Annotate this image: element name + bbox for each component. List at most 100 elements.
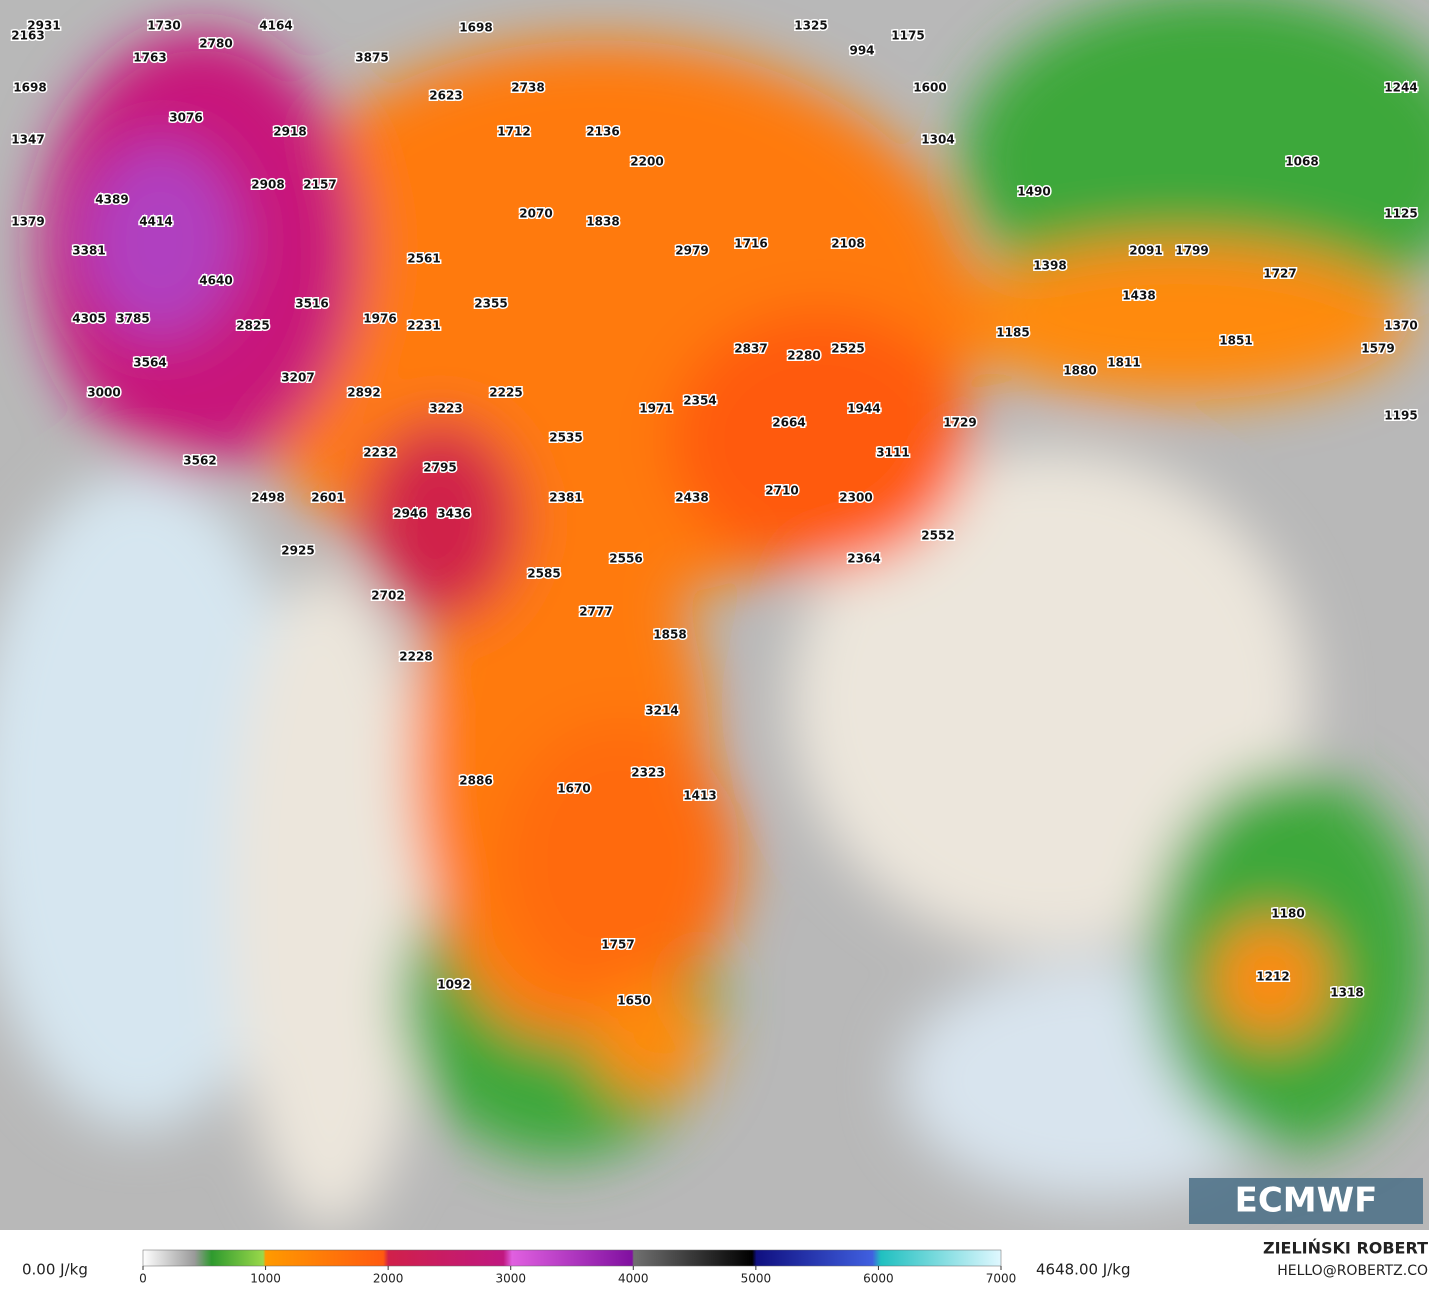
value-label: 3223 <box>429 402 462 416</box>
value-label: 1304 <box>921 133 954 147</box>
value-label: 1712 <box>497 125 530 139</box>
value-label: 1347 <box>11 133 44 147</box>
value-label: 3000 <box>87 386 120 400</box>
value-label: 2664 <box>772 416 805 430</box>
value-label: 1579 <box>1361 342 1394 356</box>
value-label: 2837 <box>734 342 767 356</box>
colorbar-tick-label: 7000 <box>986 1272 1017 1286</box>
colorbar-tick-label: 3000 <box>495 1272 526 1286</box>
value-label: 4640 <box>199 274 232 288</box>
value-label: 2535 <box>549 431 582 445</box>
value-label: 2561 <box>407 252 440 266</box>
value-label: 2231 <box>407 319 440 333</box>
value-label: 2498 <box>251 491 284 505</box>
value-label: 1976 <box>363 312 396 326</box>
value-label: 1698 <box>13 81 46 95</box>
colorbar-tick-label: 1000 <box>250 1272 281 1286</box>
value-label: 1244 <box>1384 81 1417 95</box>
value-label: 1185 <box>996 326 1029 340</box>
value-label: 2979 <box>675 244 708 258</box>
value-label: 1811 <box>1107 356 1140 370</box>
value-label: 2886 <box>459 774 492 788</box>
credit-name: ZIELIŃSKI ROBERT <box>1263 1239 1428 1258</box>
value-label: 1413 <box>683 789 716 803</box>
value-label: 2780 <box>199 37 232 51</box>
colorbar-tick-label: 4000 <box>618 1272 649 1286</box>
map <box>0 0 1429 1230</box>
value-label: 2108 <box>831 237 864 251</box>
value-label: 3564 <box>133 356 166 370</box>
value-label: 3875 <box>355 51 388 65</box>
value-label: 2892 <box>347 386 380 400</box>
colorbar-tick-label: 6000 <box>863 1272 894 1286</box>
colorbar <box>142 1249 1002 1267</box>
value-label: 2200 <box>630 155 663 169</box>
value-label: 2601 <box>311 491 344 505</box>
value-label: 1325 <box>794 19 827 33</box>
value-label: 1851 <box>1219 334 1252 348</box>
value-label: 1880 <box>1063 364 1096 378</box>
value-label: 2795 <box>423 461 456 475</box>
value-label: 1944 <box>847 402 880 416</box>
value-label: 2925 <box>281 544 314 558</box>
value-label: 2354 <box>683 394 716 408</box>
value-label: 2777 <box>579 605 612 619</box>
value-label: 3436 <box>437 507 470 521</box>
value-label: 1650 <box>617 994 650 1008</box>
value-label: 2136 <box>586 125 619 139</box>
value-label: 2438 <box>675 491 708 505</box>
value-label: 2525 <box>831 342 864 356</box>
value-label: 4389 <box>95 193 128 207</box>
value-label: 1318 <box>1330 986 1363 1000</box>
value-label: 1670 <box>557 782 590 796</box>
value-label: 2908 <box>251 178 284 192</box>
value-label: 1763 <box>133 51 166 65</box>
value-label: 1971 <box>639 402 672 416</box>
value-label: 2355 <box>474 297 507 311</box>
colorbar-tick-label: 0 <box>139 1272 147 1286</box>
value-label: 1398 <box>1033 259 1066 273</box>
value-label: 1727 <box>1263 267 1296 281</box>
legend-min: 0.00 J/kg <box>22 1261 88 1279</box>
value-label: 2585 <box>527 567 560 581</box>
value-label: 1757 <box>601 938 634 952</box>
value-label: 1490 <box>1017 185 1050 199</box>
value-label: 3111 <box>876 446 909 460</box>
value-label: 994 <box>849 44 874 58</box>
value-label: 3207 <box>281 371 314 385</box>
value-label: 2702 <box>371 589 404 603</box>
value-label: 1729 <box>943 416 976 430</box>
value-label: 4414 <box>139 215 172 229</box>
value-label: 1698 <box>459 21 492 35</box>
value-label: 1125 <box>1384 207 1417 221</box>
colorbar-ticks: 0 1000 2000 3000 4000 5000 6000 7000 <box>139 1266 1016 1286</box>
value-label: 2364 <box>847 552 880 566</box>
value-label: 3076 <box>169 111 202 125</box>
value-label: 2918 <box>273 125 306 139</box>
legend-max: 4648.00 J/kg <box>1036 1261 1130 1279</box>
colorbar-tick-label: 5000 <box>741 1272 772 1286</box>
value-label: 2163 <box>11 29 44 43</box>
value-label: 2225 <box>489 386 522 400</box>
value-label: 1858 <box>653 628 686 642</box>
value-label: 3381 <box>72 244 105 258</box>
value-label: 2091 <box>1129 244 1162 258</box>
value-label: 1838 <box>586 215 619 229</box>
value-label: 2157 <box>303 178 336 192</box>
value-label: 2280 <box>787 349 820 363</box>
value-label: 2552 <box>921 529 954 543</box>
value-label: 2946 <box>393 507 426 521</box>
value-label: 1180 <box>1271 907 1304 921</box>
value-label: 1092 <box>437 978 470 992</box>
value-label: 2232 <box>363 446 396 460</box>
credit-email: HELLO@ROBERTZ.CO <box>1277 1263 1428 1279</box>
value-label: 1716 <box>734 237 767 251</box>
value-label: 1212 <box>1256 970 1289 984</box>
value-label: 3785 <box>116 312 149 326</box>
value-label: 2556 <box>609 552 642 566</box>
logo: ECMWF <box>1235 1181 1378 1221</box>
value-label: 4164 <box>259 19 292 33</box>
value-label: 2710 <box>765 484 798 498</box>
